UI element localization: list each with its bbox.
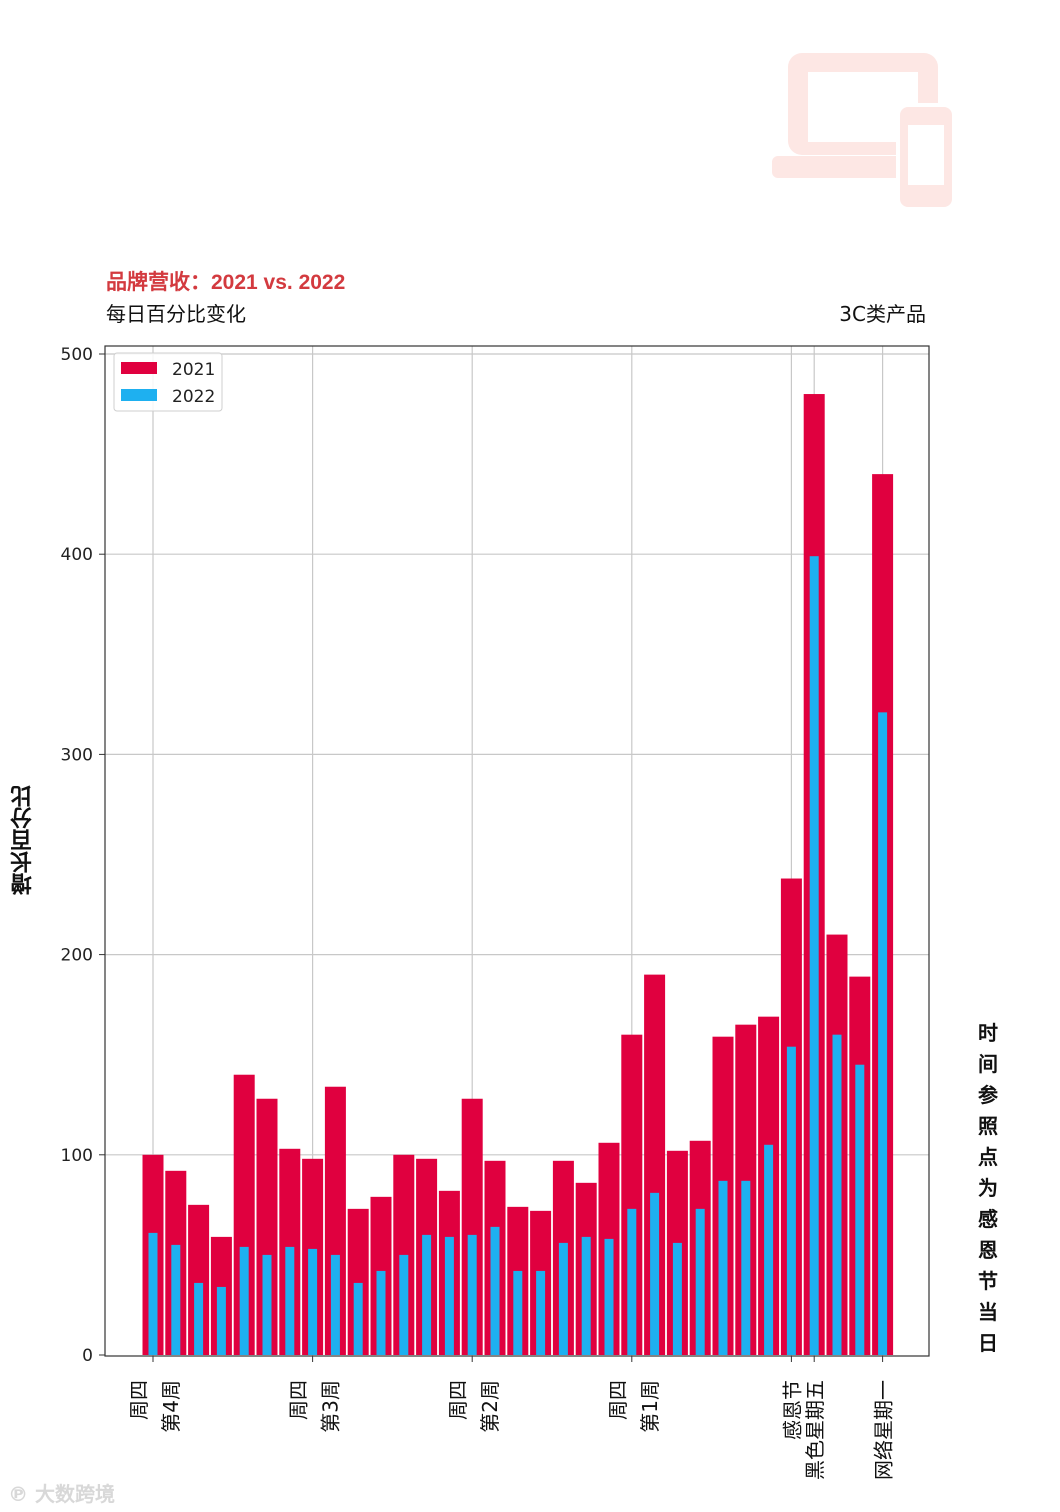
legend: 2021 2022 [113,352,223,412]
watermark: ℗ 大数跨境 [8,1478,115,1507]
x-tick-label: 周四 [127,1380,151,1420]
y-tick-label: 200 [61,946,93,966]
x-tick-label: 第2周 [478,1380,502,1433]
device-logo-icon [772,53,956,211]
legend-swatch [121,389,157,401]
y-tick-label: 300 [61,745,93,765]
reference-note: 时间参照点为感恩节当日 [978,1021,998,1355]
bar-2021 [256,1098,278,1355]
legend-swatch [121,362,157,374]
y-ticks: 0 100 200 300 400 500 [61,345,105,1366]
bar-2022 [878,712,888,1355]
bar-2022 [764,1144,774,1355]
bar-2022 [285,1246,295,1355]
bar-2022 [650,1192,660,1355]
y-tick-label: 0 [82,1346,93,1366]
bar-2021 [233,1074,255,1355]
bar-2022 [536,1270,546,1355]
bar-2022 [216,1286,226,1355]
bar-2022 [308,1248,318,1355]
x-tick-label: 感恩节 [780,1380,804,1440]
bar-2022 [695,1208,705,1355]
bar-2022 [627,1208,637,1355]
bar-2022 [148,1232,158,1355]
bar-2022 [239,1246,249,1355]
bar-2022 [422,1234,432,1355]
bar-2022 [718,1180,728,1355]
bar-2022 [376,1270,386,1355]
bar-2022 [672,1242,682,1355]
x-tick-label: 黑色星期五 [803,1380,827,1480]
bar-2022 [353,1282,363,1355]
watermark-logo-icon: ℗ [8,1482,28,1506]
bar-2022 [832,1034,842,1355]
x-tick-label: 周四 [446,1380,470,1420]
x-tick-label: 周四 [606,1380,630,1420]
bar-2021 [188,1204,210,1355]
chart-subtitle: 每日百分比变化 [106,302,246,326]
category-label: 3C类产品 [839,302,926,326]
bar-2022 [604,1238,614,1355]
bar-2022 [490,1226,500,1355]
bar-2022 [855,1064,865,1355]
y-tick-label: 100 [61,1146,93,1166]
y-tick-label: 400 [61,545,93,565]
y-tick-label: 500 [61,345,93,365]
x-tick-label: 第1周 [638,1380,662,1433]
x-tick-label: 网络星期一 [872,1380,896,1480]
x-tick-label: 第3周 [319,1380,343,1433]
watermark-text: 大数跨境 [34,1482,115,1506]
bar-2022 [399,1254,409,1355]
bar-2022 [444,1236,454,1355]
bar-2022 [330,1254,340,1355]
x-tick-label: 周四 [287,1380,311,1420]
bar-2021 [461,1098,483,1355]
bar-2022 [558,1242,568,1355]
bar-2022 [513,1270,523,1355]
plot-frame [104,345,930,1357]
legend-label: 2021 [172,360,215,380]
bars [142,394,894,1355]
bar-2022 [171,1244,181,1355]
chart-title: 品牌营收：2021 vs. 2022 [106,271,346,294]
bar-2022 [262,1254,272,1355]
bar-2022 [581,1236,591,1355]
bar-2022 [467,1234,477,1355]
bar-2021 [621,1034,643,1355]
bar-2022 [194,1282,204,1355]
bar-2021 [347,1208,369,1355]
bar-2021 [644,974,666,1355]
bar-2021 [324,1086,346,1355]
bar-2022 [809,556,819,1355]
bar-2022 [786,1046,796,1355]
bar-2022 [741,1180,751,1355]
legend-label: 2022 [172,387,215,407]
x-tick-label: 第4周 [159,1380,183,1433]
